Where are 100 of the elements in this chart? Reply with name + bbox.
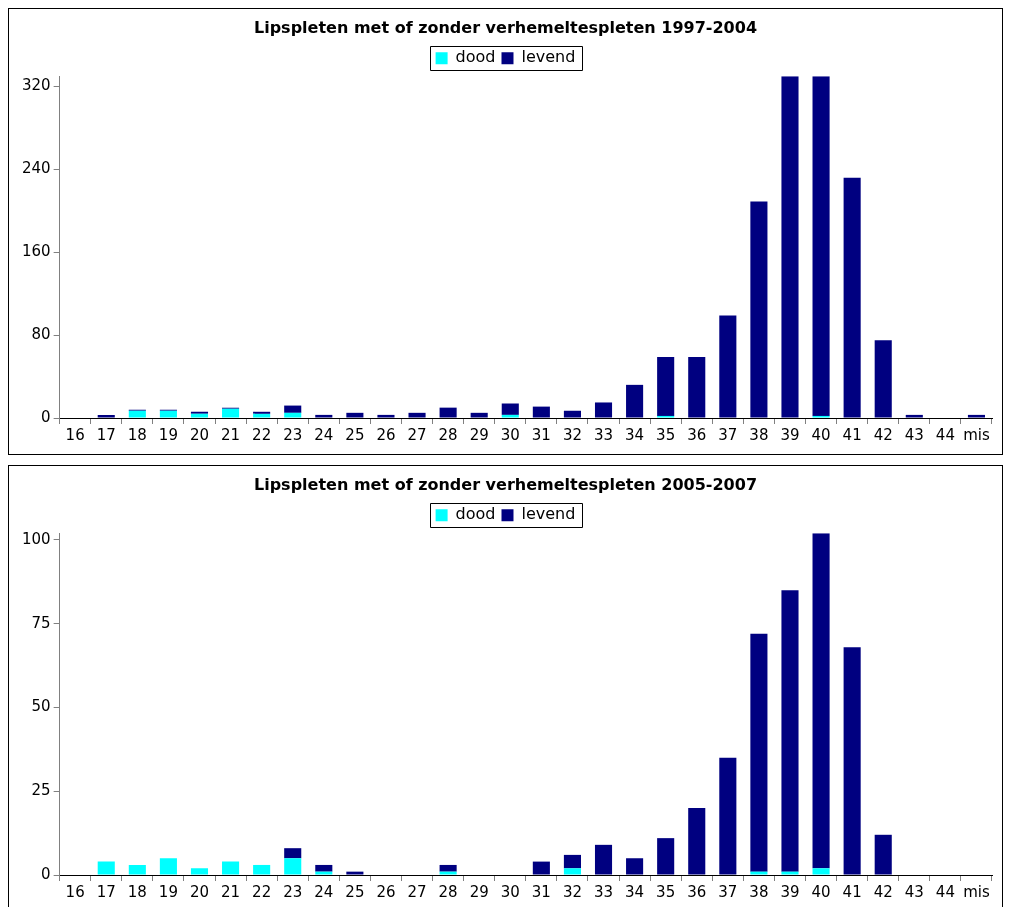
bar <box>750 201 768 418</box>
bar <box>346 871 364 875</box>
bar <box>843 177 861 418</box>
x-tick-label: mis <box>963 425 990 444</box>
x-tick-label: 18 <box>127 882 147 901</box>
x-tick-label: 44 <box>935 425 955 444</box>
bar <box>688 807 706 875</box>
y-tick-label: 240 <box>21 159 51 178</box>
bar <box>284 848 302 859</box>
bar <box>253 413 271 418</box>
bar <box>439 871 457 875</box>
x-tick-label: 40 <box>811 882 831 901</box>
bar <box>222 861 240 875</box>
y-tick-label: 25 <box>31 781 51 800</box>
x-tick-label: 28 <box>438 882 458 901</box>
bar <box>315 871 333 875</box>
x-tick-label: 33 <box>593 425 614 444</box>
y-tick-label: 0 <box>41 407 51 426</box>
x-tick-label: 34 <box>625 425 645 444</box>
x-tick-label: 31 <box>531 425 551 444</box>
x-tick-label: 22 <box>252 882 272 901</box>
bar <box>439 407 457 418</box>
x-tick-label: 39 <box>780 425 800 444</box>
bar <box>253 411 271 414</box>
bar <box>594 844 613 875</box>
x-tick-label: 17 <box>96 425 116 444</box>
bar <box>470 412 488 418</box>
bar <box>967 414 986 418</box>
bar <box>346 412 364 418</box>
bar <box>626 384 644 418</box>
bar <box>688 356 706 418</box>
bar <box>750 633 768 872</box>
bar <box>812 868 830 875</box>
x-tick-label: 35 <box>656 425 676 444</box>
bar <box>563 854 581 869</box>
y-tick-label: 160 <box>21 242 51 261</box>
x-tick-label: 35 <box>656 882 676 901</box>
x-tick-label: 24 <box>314 425 334 444</box>
bar <box>657 838 675 875</box>
x-tick-label: 16 <box>65 882 85 901</box>
x-tick-label: 38 <box>749 425 769 444</box>
x-tick-label: 40 <box>811 425 831 444</box>
x-tick-label: 19 <box>158 425 178 444</box>
x-tick-label: 32 <box>562 425 582 444</box>
legend-label: levend <box>521 47 576 67</box>
bar <box>408 412 426 418</box>
x-tick-label: 18 <box>127 425 147 444</box>
bar <box>812 76 830 416</box>
x-tick-label: 36 <box>687 882 707 901</box>
x-tick-label: 21 <box>221 882 241 901</box>
x-tick-label: 25 <box>345 425 365 444</box>
x-tick-label: 16 <box>65 425 85 444</box>
bar <box>594 402 613 418</box>
bar <box>905 414 923 418</box>
x-tick-label: 44 <box>935 882 955 901</box>
bar <box>812 533 830 869</box>
bar <box>501 414 519 418</box>
legend-label: dood <box>455 47 496 67</box>
bar <box>97 861 115 875</box>
x-tick-label: 34 <box>625 882 645 901</box>
y-tick-label: 50 <box>31 697 51 716</box>
legend-label: levend <box>521 504 576 524</box>
y-tick-label: 0 <box>41 864 51 883</box>
bar <box>501 403 519 415</box>
x-tick-label: 29 <box>469 882 489 901</box>
x-tick-label: 32 <box>562 882 582 901</box>
x-tick-label: 25 <box>345 882 365 901</box>
x-tick-label: 42 <box>873 425 893 444</box>
bar <box>253 864 271 875</box>
x-tick-label: 23 <box>283 882 303 901</box>
bar <box>190 868 209 875</box>
x-tick-label: 37 <box>718 882 738 901</box>
bar <box>781 76 799 418</box>
x-tick-label: 33 <box>593 882 614 901</box>
x-tick-label: 41 <box>842 882 862 901</box>
x-tick-label: mis <box>963 882 990 901</box>
x-tick-label: 41 <box>842 425 862 444</box>
y-tick-label: 100 <box>21 529 51 548</box>
x-tick-label: 27 <box>407 882 427 901</box>
x-tick-label: 24 <box>314 882 334 901</box>
bar <box>128 410 146 418</box>
bar <box>128 864 146 875</box>
x-tick-label: 43 <box>904 425 924 444</box>
x-tick-label: 37 <box>718 425 738 444</box>
chart-title: Lipspleten met of zonder verhemeltespleten 1997-2004 <box>253 17 758 37</box>
bar <box>874 340 892 418</box>
bar <box>719 757 737 875</box>
bar <box>563 410 581 418</box>
x-tick-label: 43 <box>904 882 924 901</box>
bar <box>874 834 892 875</box>
bar <box>97 414 115 418</box>
x-tick-label: 30 <box>500 425 520 444</box>
bar <box>284 405 302 413</box>
x-tick-label: 21 <box>221 425 241 444</box>
bar <box>315 414 333 418</box>
x-tick-label: 39 <box>780 882 800 901</box>
bar <box>284 412 302 418</box>
legend-label: dood <box>455 504 496 524</box>
bar <box>843 647 861 875</box>
bar <box>781 590 799 872</box>
